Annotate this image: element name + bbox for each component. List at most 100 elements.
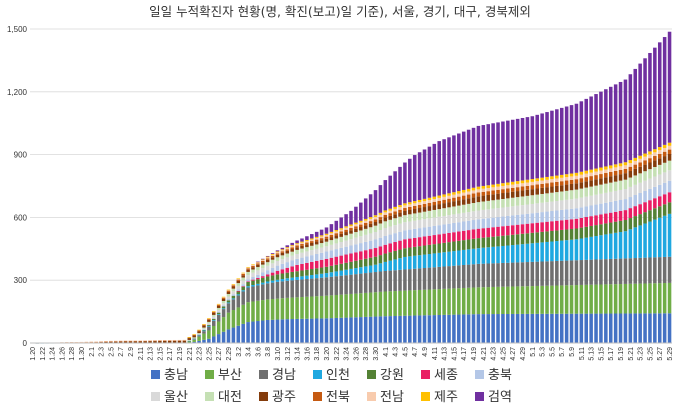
bar-segment: [667, 142, 672, 146]
bar-segment: [251, 272, 255, 278]
x-tick-label: 1.26: [59, 347, 66, 361]
bar-segment: [310, 278, 314, 297]
bar-segment: [265, 257, 270, 259]
bar-segment: [613, 170, 618, 176]
bar-segment: [383, 180, 388, 211]
bar-segment: [143, 340, 147, 341]
bar-segment: [628, 186, 633, 198]
bar-segment: [623, 179, 628, 189]
legend-swatch: [475, 392, 484, 401]
bar-segment: [363, 241, 368, 251]
bar-segment: [349, 317, 353, 343]
bar-segment: [442, 266, 446, 289]
bar-segment: [314, 278, 319, 297]
bar-segment: [349, 230, 353, 234]
bar-segment: [442, 233, 446, 243]
bar-segment: [334, 256, 339, 265]
bar-segment: [231, 327, 236, 343]
bar-segment: [241, 291, 245, 305]
bar-segment: [305, 236, 309, 241]
bar-stack-4.1: [383, 180, 388, 343]
bar-segment: [594, 215, 598, 226]
bar-segment: [496, 193, 500, 200]
bar-segment: [599, 313, 603, 343]
bar-segment: [202, 324, 206, 325]
bar-segment: [412, 290, 417, 316]
bar-segment: [148, 341, 152, 343]
bar-segment: [496, 217, 500, 227]
bar-segment: [466, 188, 471, 192]
bar-segment: [535, 232, 539, 243]
legend-item: 세종: [421, 368, 458, 383]
x-tick-label: 5.5: [549, 347, 556, 357]
bar-segment: [584, 284, 588, 314]
bar-segment: [383, 221, 388, 229]
bar-stack-4.6: [408, 158, 412, 343]
bar-segment: [545, 221, 549, 232]
bar-segment: [310, 239, 314, 242]
bar-segment: [648, 210, 652, 222]
bar-segment: [510, 197, 515, 207]
x-tick-label: 4.5: [402, 347, 409, 357]
bar-segment: [412, 237, 417, 247]
bar-segment: [226, 290, 231, 291]
bar-segment: [589, 186, 593, 196]
x-tick-label: 2.13: [148, 347, 155, 361]
bar-segment: [623, 165, 628, 169]
bar-segment: [501, 207, 505, 217]
bar-segment: [212, 311, 216, 313]
bar-segment: [667, 282, 672, 314]
bar-segment: [535, 285, 539, 314]
bar-segment: [481, 195, 486, 202]
bar-segment: [324, 227, 329, 234]
bar-segment: [638, 158, 642, 163]
bar-segment: [373, 231, 378, 240]
bar-stack-3.30: [373, 190, 378, 343]
bar-segment: [618, 220, 623, 232]
bar-segment: [569, 313, 574, 343]
bar-segment: [564, 174, 569, 178]
bar-segment: [437, 197, 441, 201]
bar-segment: [437, 234, 441, 244]
bar-segment: [471, 211, 476, 221]
bar-segment: [486, 209, 490, 219]
bar-segment: [555, 181, 559, 186]
bar-segment: [525, 117, 530, 180]
legend-label: 경남: [272, 368, 296, 383]
bar-segment: [594, 175, 598, 180]
bar-segment: [285, 319, 290, 343]
bar-segment: [334, 271, 339, 277]
bar-segment: [290, 260, 294, 267]
bar-segment: [393, 208, 397, 212]
bar-segment: [408, 204, 412, 207]
bar-segment: [334, 230, 339, 232]
bar-segment: [496, 226, 500, 237]
bar-segment: [491, 208, 495, 218]
bar-segment: [393, 315, 397, 343]
bar-segment: [623, 313, 628, 343]
bar-segment: [653, 156, 657, 161]
bar-segment: [197, 333, 201, 335]
bar-segment: [398, 240, 402, 250]
bar-stack-5.16: [604, 89, 608, 343]
bar-segment: [662, 313, 667, 343]
bar-segment: [388, 215, 392, 220]
bar-segment: [202, 331, 206, 334]
bar-segment: [510, 215, 515, 226]
bar-segment: [290, 280, 294, 298]
bar-segment: [324, 238, 329, 242]
bar-segment: [613, 200, 618, 212]
bar-segment: [114, 340, 118, 342]
bar-segment: [280, 269, 285, 274]
bar-segment: [226, 291, 231, 295]
bar-segment: [373, 239, 378, 249]
bar-segment: [599, 167, 603, 171]
bar-segment: [305, 269, 309, 276]
bar-stack-4.5: [403, 162, 407, 343]
bar-segment: [339, 242, 343, 248]
bar-stack-5.22: [633, 68, 638, 343]
x-tick-label: 4.17: [461, 347, 468, 361]
bar-segment: [241, 273, 245, 276]
bar-segment: [236, 295, 241, 308]
bar-segment: [422, 289, 427, 316]
